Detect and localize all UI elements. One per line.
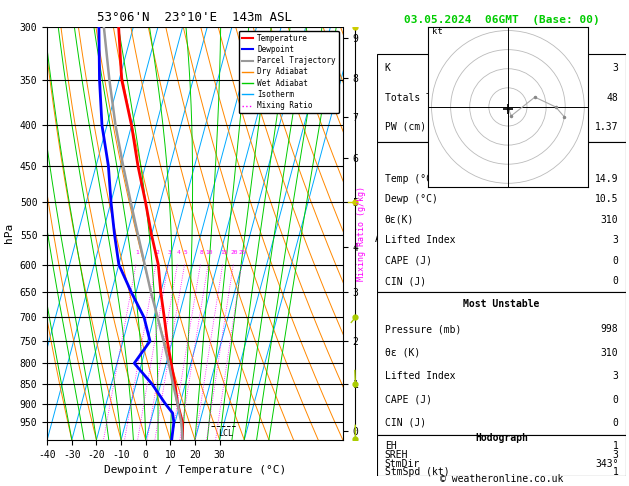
Text: Hodograph: Hodograph [475,434,528,443]
Text: Surface: Surface [481,150,522,160]
Text: 343°: 343° [595,458,618,469]
Title: 53°06'N  23°10'E  143m ASL: 53°06'N 23°10'E 143m ASL [97,11,292,24]
Text: CAPE (J): CAPE (J) [385,256,432,266]
Text: 1: 1 [135,250,139,256]
Text: LCL: LCL [218,429,233,438]
Text: 14.9: 14.9 [595,174,618,184]
Text: 2: 2 [155,250,159,256]
Bar [377,54,626,141]
Bar [377,141,626,292]
Text: 3: 3 [613,235,618,245]
Text: kt: kt [431,27,442,36]
Text: θε (K): θε (K) [385,347,420,358]
Text: K: K [385,64,391,73]
Text: 4: 4 [177,250,181,256]
Text: 1: 1 [613,441,618,451]
Text: Mixing Ratio (g/kg): Mixing Ratio (g/kg) [357,186,366,281]
Text: Lifted Index: Lifted Index [385,371,455,381]
Y-axis label: km
ASL: km ASL [375,223,392,244]
Text: 310: 310 [601,347,618,358]
Text: Dewp (°C): Dewp (°C) [385,194,438,204]
Bar [377,292,626,435]
Text: Most Unstable: Most Unstable [464,299,540,310]
Text: CIN (J): CIN (J) [385,418,426,428]
Text: Pressure (mb): Pressure (mb) [385,324,461,334]
Text: PW (cm): PW (cm) [385,122,426,132]
Text: 15: 15 [220,250,227,256]
Text: 48: 48 [606,93,618,103]
Text: SREH: SREH [385,450,408,460]
Text: 0: 0 [613,256,618,266]
Text: θε(K): θε(K) [385,215,415,225]
Text: 5: 5 [184,250,187,256]
Text: EH: EH [385,441,397,451]
Text: 3: 3 [167,250,171,256]
Text: 10.5: 10.5 [595,194,618,204]
Text: CIN (J): CIN (J) [385,277,426,286]
Text: StmSpd (kt): StmSpd (kt) [385,467,450,477]
Text: 0: 0 [613,418,618,428]
Text: 8: 8 [199,250,203,256]
Text: 10: 10 [205,250,213,256]
Text: Totals Totals: Totals Totals [385,93,461,103]
Legend: Temperature, Dewpoint, Parcel Trajectory, Dry Adiabat, Wet Adiabat, Isotherm, Mi: Temperature, Dewpoint, Parcel Trajectory… [239,31,339,113]
Text: 1: 1 [613,467,618,477]
Text: CAPE (J): CAPE (J) [385,395,432,404]
Text: 3: 3 [613,371,618,381]
Text: 998: 998 [601,324,618,334]
Text: 3: 3 [613,64,618,73]
Text: StmDir: StmDir [385,458,420,469]
Text: 0: 0 [613,277,618,286]
Text: 1.37: 1.37 [595,122,618,132]
Text: 310: 310 [601,215,618,225]
Text: Lifted Index: Lifted Index [385,235,455,245]
Text: 25: 25 [239,250,247,256]
Text: 20: 20 [230,250,238,256]
Bar [377,435,626,476]
Text: 0: 0 [613,395,618,404]
Text: 3: 3 [613,450,618,460]
Text: Temp (°C): Temp (°C) [385,174,438,184]
Text: 03.05.2024  06GMT  (Base: 00): 03.05.2024 06GMT (Base: 00) [404,15,599,25]
Y-axis label: hPa: hPa [4,223,14,243]
Text: © weatheronline.co.uk: © weatheronline.co.uk [440,473,564,484]
X-axis label: Dewpoint / Temperature (°C): Dewpoint / Temperature (°C) [104,465,286,475]
